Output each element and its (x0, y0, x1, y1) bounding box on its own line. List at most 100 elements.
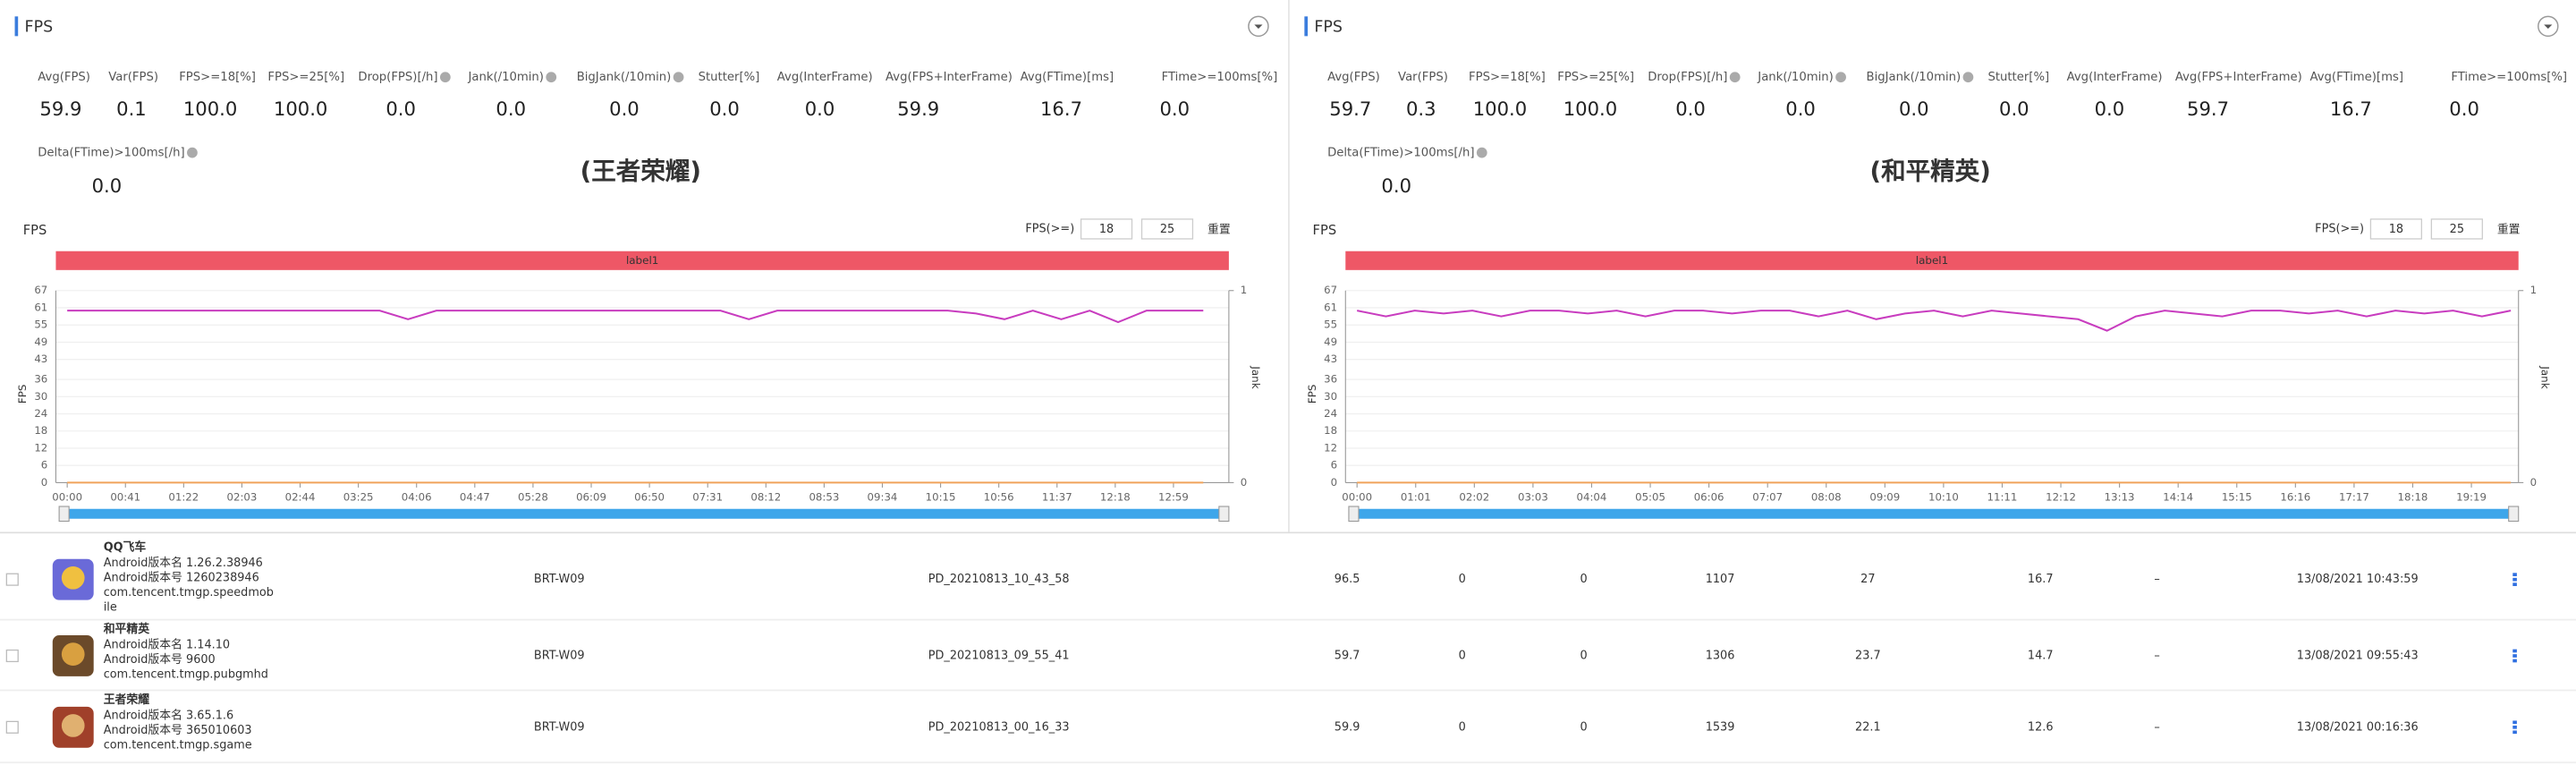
slider-handle[interactable] (1218, 506, 1230, 523)
y-tick-label: 0 (41, 476, 47, 489)
metric-value: 100.0 (274, 98, 327, 120)
threshold-input[interactable] (1080, 218, 1133, 240)
x-tick-label: 07:31 (692, 490, 723, 503)
metric-value: 0.0 (1999, 98, 2029, 120)
metric-value: 0.3 (1406, 98, 1436, 120)
help-icon[interactable] (1962, 72, 1974, 83)
x-tick-label: 03:03 (1518, 490, 1548, 503)
metric-label: Jank(/10min) (1757, 71, 1833, 84)
x-tick-label: 01:01 (1401, 490, 1431, 503)
more-menu[interactable] (2512, 730, 2517, 735)
metric-value: 100.0 (1563, 98, 1617, 120)
more-menu[interactable] (2512, 725, 2517, 729)
metric-value: 0.0 (1899, 98, 1929, 120)
game-name: 王者荣耀 (104, 693, 150, 707)
y2-axis-label: Jank (2539, 365, 2552, 388)
y-tick-label: 43 (34, 353, 47, 365)
record-time: 13/08/2021 09:55:43 (2297, 649, 2419, 662)
metric-label: Delta(FTime)>100ms[/h] (1327, 147, 1474, 160)
metric-label: Var(FPS) (108, 71, 158, 84)
cell-value: – (2154, 720, 2159, 734)
x-tick-label: 09:34 (868, 490, 898, 503)
help-icon[interactable] (187, 147, 198, 158)
y-tick-label: 0 (1331, 476, 1337, 489)
more-menu[interactable] (2512, 649, 2517, 653)
x-tick-label: 10:56 (984, 490, 1014, 503)
help-icon[interactable] (546, 72, 557, 83)
more-menu[interactable] (2512, 577, 2517, 582)
version-name: Android版本名 3.65.1.6 (104, 708, 233, 722)
help-icon[interactable] (439, 72, 451, 83)
y-tick-label: 30 (34, 390, 47, 403)
more-menu[interactable] (2512, 720, 2517, 725)
metric-label: BigJank(/10min) (577, 71, 672, 84)
y-tick-label: 6 (41, 459, 47, 472)
x-tick-label: 05:28 (518, 490, 548, 503)
y-tick-label: 55 (34, 319, 47, 331)
cell-value: 12.6 (2028, 720, 2054, 734)
package-name: com.tencent.tmgp.pubgmhd (104, 668, 268, 682)
metric-label: FPS>=18[%] (179, 71, 256, 84)
help-icon[interactable] (1729, 72, 1741, 83)
x-tick-label: 18:18 (2398, 490, 2428, 503)
file-name: PD_20210813_10_43_58 (928, 573, 1070, 586)
row-checkbox[interactable] (5, 573, 19, 586)
cell-value: 0 (1459, 649, 1466, 662)
y-tick-label: 24 (34, 407, 47, 420)
y2-tick-label: 0 (1241, 476, 1247, 489)
y-tick-label: 67 (34, 284, 47, 296)
slider-handle[interactable] (2508, 506, 2520, 523)
cell-value: 0 (1580, 649, 1588, 662)
more-menu[interactable] (2512, 654, 2517, 658)
help-icon[interactable] (1835, 72, 1846, 83)
x-tick-label: 10:10 (1928, 490, 1959, 503)
metric-label: Avg(InterFrame) (777, 71, 873, 84)
range-slider[interactable] (59, 508, 1226, 519)
metric-label: Delta(FTime)>100ms[/h] (38, 147, 184, 160)
metric-label: Stutter[%] (699, 71, 760, 84)
metric-label: Stutter[%] (1987, 71, 2049, 84)
x-tick-label: 11:37 (1042, 490, 1072, 503)
threshold-label: FPS(>=) (2315, 222, 2364, 235)
y2-tick-label: 1 (1241, 284, 1247, 296)
device: BRT-W09 (534, 720, 585, 734)
title-accent (1304, 16, 1309, 37)
y2-axis-label: Jank (1250, 365, 1262, 388)
more-menu[interactable] (2512, 573, 2517, 577)
metric-value: 59.9 (39, 98, 81, 120)
label-band (55, 251, 1229, 270)
cell-value: 0 (1459, 573, 1466, 586)
metric-label: FTime>=100ms[%] (1162, 71, 1278, 84)
x-tick-label: 12:12 (2046, 490, 2076, 503)
row-checkbox[interactable] (5, 649, 19, 663)
threshold-input[interactable] (2430, 218, 2483, 240)
row-checkbox[interactable] (5, 720, 19, 734)
metric-value: 100.0 (1473, 98, 1527, 120)
label-band (1345, 251, 2519, 270)
range-slider[interactable] (1348, 508, 2516, 519)
metric-label: Avg(FPS+InterFrame) (2175, 71, 2302, 84)
panel-title: FPS (1314, 18, 1343, 36)
cell-value: 0 (1459, 720, 1466, 734)
cell-value: 27 (1860, 573, 1875, 586)
y2-tick-label: 0 (2530, 476, 2537, 489)
y-tick-label: 61 (1324, 301, 1337, 313)
x-tick-label: 06:06 (1694, 490, 1724, 503)
cell-value: – (2154, 649, 2159, 662)
cell-value: 1539 (1706, 720, 1735, 734)
slider-handle[interactable] (1348, 506, 1360, 523)
slider-handle[interactable] (58, 506, 70, 523)
more-menu[interactable] (2512, 659, 2517, 663)
metric-value: 100.0 (183, 98, 237, 120)
threshold-input[interactable] (2369, 218, 2422, 240)
metric-value: 0.0 (609, 98, 640, 120)
help-icon[interactable] (673, 72, 684, 83)
more-menu[interactable] (2512, 582, 2517, 587)
version-name: Android版本名 1.26.2.38946 (104, 556, 263, 570)
threshold-input[interactable] (1140, 218, 1194, 240)
help-icon[interactable] (1476, 147, 1487, 158)
game-icon-detail (61, 714, 85, 737)
reset-link[interactable]: 重置 (2497, 222, 2521, 236)
x-tick-label: 00:00 (52, 490, 82, 503)
reset-link[interactable]: 重置 (1208, 222, 1231, 236)
